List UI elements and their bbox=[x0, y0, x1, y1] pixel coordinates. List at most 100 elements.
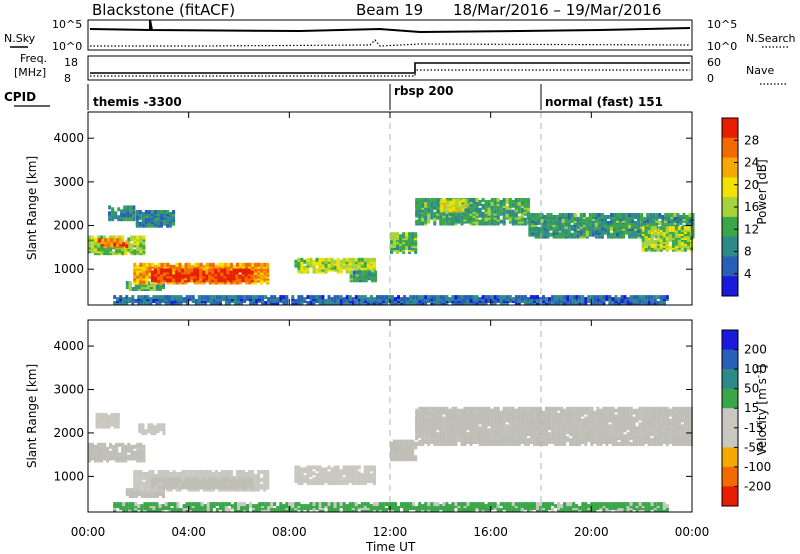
heatmap-cell bbox=[330, 475, 334, 480]
heatmap-cell bbox=[220, 262, 224, 267]
heatmap-cell bbox=[402, 439, 406, 444]
heatmap-cell bbox=[152, 295, 156, 300]
heatmap-cell bbox=[557, 412, 561, 417]
heatmap-cell bbox=[260, 262, 264, 267]
heatmap-cell bbox=[348, 295, 352, 300]
heatmap-cell bbox=[369, 465, 373, 470]
heatmap-cell bbox=[545, 422, 548, 427]
heatmap-cell bbox=[138, 423, 142, 428]
heatmap-cell bbox=[196, 268, 200, 273]
heatmap-cell bbox=[176, 295, 180, 300]
heatmap-cell bbox=[569, 438, 573, 443]
heatmap-cell bbox=[451, 295, 455, 300]
heatmap-cell bbox=[217, 479, 221, 484]
heatmap-cell bbox=[94, 444, 97, 449]
heatmap-cell bbox=[309, 465, 313, 470]
heatmap-cell bbox=[157, 262, 161, 267]
heatmap-cell bbox=[197, 295, 201, 300]
heatmap-cell bbox=[220, 477, 224, 482]
heatmap-cell bbox=[139, 280, 143, 285]
heatmap-cell bbox=[169, 471, 173, 476]
heatmap-cell bbox=[212, 295, 216, 300]
heatmap-cell bbox=[502, 295, 506, 300]
heatmap-cell bbox=[321, 299, 325, 303]
heatmap-cell bbox=[532, 412, 536, 417]
heatmap-cell bbox=[558, 234, 562, 239]
heatmap-cell bbox=[242, 487, 245, 492]
heatmap-cell bbox=[125, 285, 129, 290]
heatmap-cell bbox=[564, 213, 568, 217]
heatmap-cell bbox=[324, 267, 328, 272]
heatmap-cell bbox=[402, 443, 406, 448]
heatmap-cell bbox=[508, 406, 512, 411]
heatmap-cell bbox=[107, 414, 111, 419]
heatmap-cell bbox=[247, 477, 251, 482]
heatmap-cell bbox=[312, 471, 316, 476]
heatmap-cell bbox=[563, 416, 567, 421]
freq-nave-panel: Freq. [MHz] 18 8 60 0 Nave bbox=[14, 52, 786, 85]
heatmap-cell bbox=[150, 485, 154, 490]
heatmap-cell bbox=[266, 470, 270, 474]
heatmap-cell bbox=[122, 297, 126, 302]
heatmap-cell bbox=[490, 295, 494, 300]
heatmap-cell bbox=[163, 481, 166, 486]
heatmap-cell bbox=[181, 485, 185, 490]
heatmap-cell bbox=[133, 470, 137, 474]
heatmap-cell bbox=[478, 426, 482, 431]
heatmap-cell bbox=[676, 213, 680, 217]
heatmap-cell bbox=[457, 438, 461, 443]
heatmap-cell bbox=[136, 278, 140, 283]
heatmap-cell bbox=[658, 220, 662, 225]
heatmap-cell bbox=[143, 494, 147, 499]
heatmap-cell bbox=[685, 215, 689, 219]
heatmap-cell bbox=[659, 226, 663, 231]
heatmap-cell bbox=[137, 295, 141, 300]
heatmap-cell bbox=[122, 242, 126, 247]
heatmap-cell bbox=[297, 257, 301, 262]
heatmap-cell bbox=[150, 477, 154, 482]
heatmap-cell bbox=[142, 481, 146, 486]
heatmap-cell bbox=[499, 295, 503, 300]
heatmap-cell bbox=[560, 424, 564, 429]
heatmap-cell bbox=[418, 420, 422, 425]
heatmap-cell bbox=[650, 226, 654, 231]
heatmap-cell bbox=[640, 222, 644, 227]
heatmap-cell bbox=[333, 465, 337, 470]
heatmap-cell bbox=[339, 259, 343, 264]
heatmap-cell bbox=[232, 477, 236, 482]
heatmap-cell bbox=[454, 434, 458, 439]
heatmap-cell bbox=[529, 406, 533, 411]
heatmap-cell bbox=[478, 406, 482, 411]
heatmap-cell bbox=[172, 274, 176, 279]
heatmap-cell bbox=[182, 297, 186, 302]
heatmap-cell bbox=[405, 439, 409, 444]
heatmap-cell bbox=[545, 436, 548, 441]
heatmap-cell bbox=[175, 270, 179, 275]
heatmap-cell bbox=[487, 428, 491, 433]
heatmap-cell bbox=[414, 232, 418, 237]
heatmap-cell bbox=[452, 198, 456, 203]
heatmap-cell bbox=[127, 237, 131, 242]
heatmap-cell bbox=[373, 270, 377, 275]
heatmap-cell bbox=[205, 470, 209, 474]
heatmap-cell bbox=[327, 477, 331, 482]
heatmap-cell bbox=[324, 299, 328, 303]
heatmap-cell bbox=[187, 477, 191, 482]
heatmap-cell bbox=[108, 217, 112, 222]
heatmap-cell bbox=[635, 295, 639, 300]
heatmap-cell bbox=[263, 274, 267, 279]
heatmap-cell bbox=[673, 213, 677, 217]
heatmap-cell bbox=[169, 211, 172, 216]
heatmap-cell bbox=[91, 442, 94, 447]
heatmap-cell bbox=[661, 215, 665, 219]
heatmap-cell bbox=[493, 418, 497, 423]
heatmap-cell bbox=[505, 295, 509, 300]
heatmap-cell bbox=[551, 418, 555, 423]
heatmap-cell bbox=[372, 257, 376, 262]
heatmap-cell bbox=[511, 406, 515, 411]
heatmap-cell bbox=[555, 215, 559, 219]
heatmap-cell bbox=[502, 211, 506, 216]
heatmap-cell bbox=[561, 213, 565, 217]
heatmap-cell bbox=[644, 295, 648, 300]
